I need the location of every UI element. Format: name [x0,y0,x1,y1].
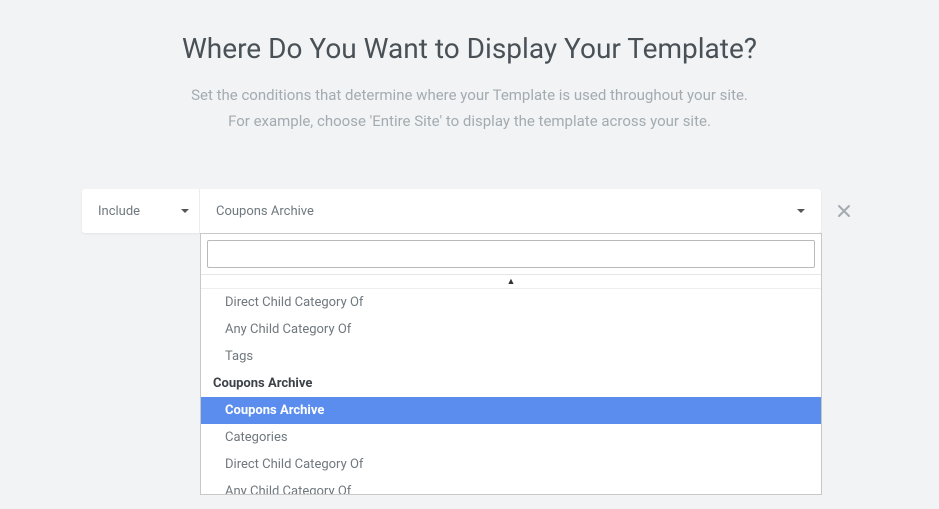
dropdown-group-label: Coupons Archive [201,370,821,397]
remove-condition-button[interactable] [831,189,857,233]
dropdown-option[interactable]: Categories [201,424,821,451]
subtitle-line-1: Set the conditions that determine where … [0,83,939,109]
close-icon [837,204,851,218]
dropdown-option[interactable]: Coupons Archive [201,397,821,424]
include-select[interactable]: Include [82,189,200,233]
dropdown-option[interactable]: Direct Child Category Of [201,289,821,316]
caret-down-icon [181,209,189,213]
include-select-label: Include [98,204,140,219]
dropdown-option[interactable]: Direct Child Category Of [201,451,821,478]
location-select[interactable]: Coupons Archive [200,189,821,233]
page-subtitle: Set the conditions that determine where … [0,83,939,134]
location-select-value: Coupons Archive [216,204,314,219]
dropdown-search-wrap [201,234,821,275]
page-title: Where Do You Want to Display Your Templa… [0,32,939,65]
location-dropdown: ▲ Direct Child Category OfAny Child Cate… [200,233,822,495]
subtitle-line-2: For example, choose 'Entire Site' to dis… [0,109,939,135]
dropdown-option[interactable]: Any Child Category Of [201,478,821,494]
scroll-up-indicator[interactable]: ▲ [201,275,821,289]
dropdown-option[interactable]: Any Child Category Of [201,316,821,343]
dropdown-search-input[interactable] [207,240,815,268]
caret-down-icon [797,209,805,213]
dropdown-option[interactable]: Tags [201,343,821,370]
dropdown-options[interactable]: Direct Child Category OfAny Child Catego… [201,289,821,494]
condition-row: Include Coupons Archive ▲ Direct Child C… [82,189,857,233]
condition-bar: Include Coupons Archive ▲ Direct Child C… [82,189,821,233]
